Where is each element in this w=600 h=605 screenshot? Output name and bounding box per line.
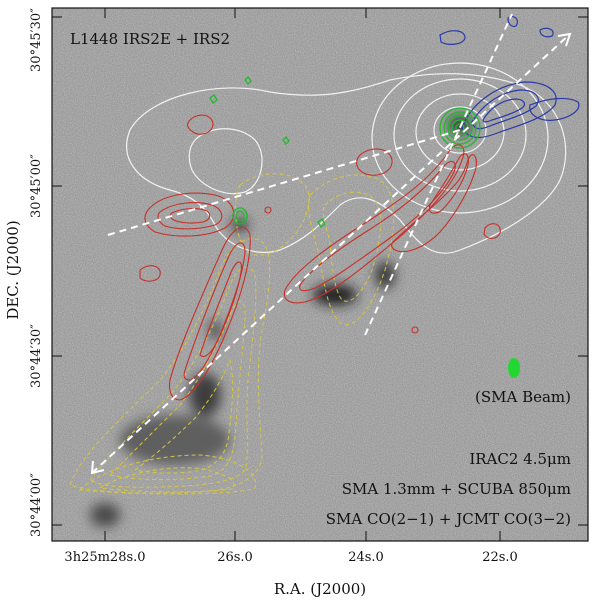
co-contour-9 — [235, 173, 310, 256]
x-axis-label: R.A. (J2000) — [274, 580, 366, 598]
red-knot-contour-1 — [144, 192, 235, 237]
x-tick-label: 24s.0 — [348, 550, 384, 565]
blue-lobe-contour-3 — [482, 98, 525, 123]
co-contour-5 — [78, 454, 257, 495]
red-knot-contour-2 — [157, 202, 223, 230]
figure-title: L1448 IRS2E + IRS2 — [70, 30, 230, 48]
red-jet-contour-4 — [283, 144, 465, 304]
scuba-contour-ring-2 — [393, 78, 527, 192]
scuba-contour-inner — [188, 128, 263, 195]
dust-knot-2 — [282, 136, 290, 145]
red-jet-contour-1 — [168, 226, 251, 401]
legend-line-continuum: SMA 1.3mm + SCUBA 850μm — [342, 480, 571, 498]
co-contour-7 — [308, 174, 395, 326]
co-contour-4 — [133, 358, 234, 474]
blue-lobe-contour-5 — [439, 30, 466, 45]
red-jet-contour-7 — [428, 153, 469, 214]
scuba-contours — [126, 62, 567, 254]
blue-lobe-contour-4 — [529, 97, 580, 121]
dust-core-irs2e-ring-1 — [232, 207, 248, 225]
outflow-axis-1 — [91, 33, 571, 474]
blue-lobe-contour-6 — [507, 16, 519, 28]
red-knot-contour-7 — [483, 223, 501, 239]
red-jet-contour-3 — [199, 261, 242, 358]
red-jet-contour-5 — [299, 160, 456, 292]
scuba-contour-ring-1 — [371, 62, 549, 214]
legend-line-co: SMA CO(2−1) + JCMT CO(3−2) — [326, 510, 571, 528]
y-tick-label: 30°44′30″ — [29, 324, 44, 388]
sma-beam-ellipse — [508, 358, 520, 378]
co-contour-1 — [69, 238, 271, 494]
outflow-axes — [91, 13, 571, 474]
co-blue-lobe-contours — [439, 16, 580, 139]
x-tick-label: 26s.0 — [217, 550, 253, 565]
dust-core-irs2-ring-5 — [455, 123, 465, 133]
dust-core-irs2-ring-2 — [443, 111, 477, 145]
red-knot-contour-5 — [187, 114, 214, 135]
outflow-arrowheads — [90, 32, 572, 475]
co-contour-8 — [322, 191, 381, 302]
co-red-lobe-contours — [139, 114, 501, 401]
beam-label: (SMA Beam) — [475, 388, 571, 406]
outflow-axis-2 — [107, 129, 461, 236]
x-tick-label: 3h25m28s.0 — [64, 550, 145, 565]
dust-knot-1 — [209, 94, 218, 104]
scuba-contour-outer — [126, 73, 567, 254]
red-knot-contour-4 — [356, 148, 393, 176]
outflow-axis-3 — [364, 13, 513, 336]
dust-knot-3 — [317, 218, 326, 228]
blue-lobe-contour-7 — [539, 27, 554, 38]
arrowhead-ne — [557, 32, 572, 47]
dust-core-irs2-ring-3 — [447, 115, 473, 141]
y-tick-label: 30°44′00″ — [29, 473, 44, 537]
scuba-contour-ring-3 — [415, 93, 505, 171]
arrowhead-sw — [90, 460, 105, 475]
red-knot-small — [411, 326, 419, 334]
legend-line-irac: IRAC2 4.5μm — [469, 450, 571, 468]
co-contour-2 — [89, 266, 257, 488]
plot-frame — [51, 7, 589, 542]
y-axis-label: DEC. (J2000) — [4, 220, 22, 319]
dust-core-irs2e-ring-2 — [235, 210, 245, 222]
y-tick-label: 30°45′00″ — [29, 154, 44, 218]
axis-ticks — [52, 8, 588, 541]
y-tick-label: 30°45′30″ — [29, 8, 44, 72]
co-contour-3 — [108, 300, 246, 481]
co-contour-6 — [98, 467, 235, 493]
red-jet-contour-6 — [391, 154, 477, 253]
red-knot-contour-3 — [169, 208, 211, 224]
dust-core-irs2-ring-1 — [439, 107, 481, 149]
dust-knot-4 — [244, 76, 252, 85]
scuba-contour-ring-4 — [433, 106, 487, 154]
blue-lobe-contour-1 — [461, 81, 557, 139]
red-knot-contour-6 — [139, 265, 161, 282]
co-yellow-contours — [69, 173, 395, 495]
red-knot-small-2 — [264, 206, 272, 214]
x-tick-label: 22s.0 — [482, 550, 518, 565]
